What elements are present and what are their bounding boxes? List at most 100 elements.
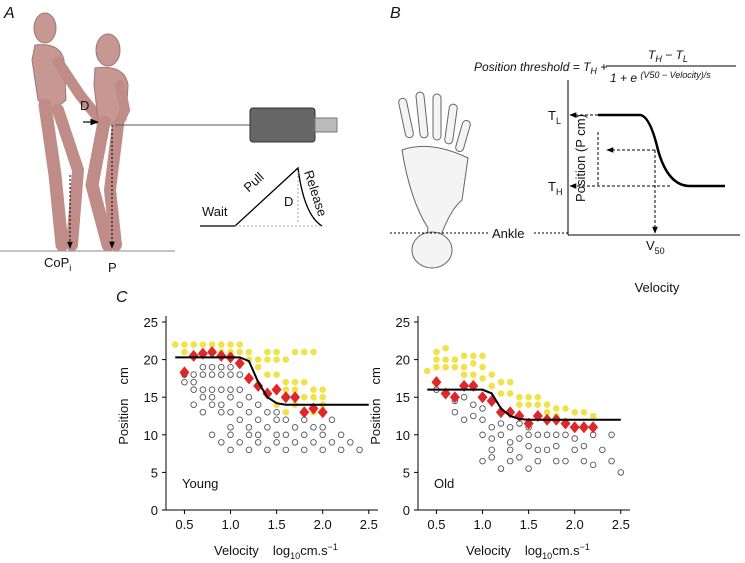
open-point (245, 393, 253, 401)
filled-point (254, 356, 262, 363)
x-tick-label: 2.0 (566, 517, 584, 532)
open-point (470, 412, 477, 420)
open-point (525, 431, 532, 439)
open-point (356, 446, 363, 454)
filled-point (245, 348, 253, 356)
v50-label: V50 (646, 238, 665, 256)
open-point (218, 439, 225, 446)
x-unit-sup: −1 (328, 542, 338, 552)
open-point (516, 454, 523, 461)
filled-point (273, 356, 280, 363)
y-tick-label: 0 (403, 503, 410, 518)
diamond-point (271, 383, 282, 396)
open-point (227, 363, 234, 371)
x-unit-sub: 10 (542, 551, 552, 561)
x-label-text: Velocity (466, 543, 511, 558)
diamond-point (179, 366, 190, 379)
open-point (337, 446, 345, 454)
open-point (254, 416, 262, 424)
filled-point (516, 393, 523, 401)
open-point (347, 439, 354, 446)
open-point (245, 424, 253, 431)
filled-point (451, 356, 459, 363)
filled-point (534, 393, 542, 401)
open-point (273, 439, 280, 446)
open-point (617, 469, 625, 476)
y-tick-label: 5 (151, 465, 158, 480)
filled-point (516, 401, 523, 409)
open-point (190, 386, 197, 393)
t-sub: H (556, 187, 563, 197)
open-point (190, 378, 197, 386)
filled-point (488, 371, 496, 378)
diamond-point (234, 357, 245, 370)
open-point (227, 446, 234, 454)
open-point (319, 446, 326, 454)
open-point (218, 408, 225, 416)
open-point (254, 431, 262, 439)
open-point (245, 408, 253, 416)
open-point (208, 401, 216, 408)
diamond-point (207, 346, 218, 359)
filled-point (319, 386, 326, 393)
eq-text: 1 + e (610, 71, 640, 85)
open-point (497, 431, 505, 439)
filled-point (181, 348, 188, 356)
filled-point (470, 360, 477, 367)
y-tick-label: 5 (403, 465, 410, 480)
p-label: P (108, 260, 117, 275)
motor (249, 107, 316, 143)
x-unit-sub: 10 (290, 551, 300, 561)
cop-label: CoPi (44, 255, 71, 273)
fit-line (427, 388, 621, 421)
filled-point (300, 378, 308, 386)
filled-point (264, 348, 271, 356)
eq-sup: (V50 − Velocity)/s (640, 70, 711, 80)
open-point (571, 446, 578, 454)
open-point (236, 401, 243, 408)
open-point (543, 446, 551, 454)
open-point (273, 408, 280, 416)
filled-point (433, 348, 440, 356)
open-point (451, 408, 459, 416)
open-point (553, 457, 560, 465)
open-point (218, 363, 225, 371)
filled-point (300, 393, 308, 401)
open-point (227, 393, 234, 401)
open-point (236, 416, 243, 424)
y-label: Position (P cm) (573, 114, 588, 202)
filled-point (433, 356, 440, 363)
filled-point (310, 393, 317, 401)
open-point (208, 431, 216, 439)
x-tick-label: 2.5 (612, 517, 630, 532)
annotation: Young (182, 476, 218, 491)
wait-label: Wait (202, 204, 228, 219)
filled-point (282, 356, 290, 363)
panel-c: 0 5 10 15 20 25 0.5 1.0 1.5 2.0 2.5 Position cm Veloc… (116, 315, 630, 561)
diamond-point (578, 421, 589, 434)
open-point (245, 446, 253, 454)
filled-point (264, 356, 271, 363)
pull-phase-label: Pull (241, 169, 267, 195)
filled-point (534, 401, 542, 409)
open-point (319, 431, 326, 439)
open-point (479, 416, 486, 424)
v-sub: 50 (655, 246, 665, 256)
equation-numerator: TH − TL (648, 48, 688, 64)
open-point (218, 386, 225, 393)
open-point (199, 386, 207, 393)
open-point (190, 371, 197, 378)
diamond-point (299, 406, 310, 419)
diamond-point (317, 406, 328, 419)
t-sub: L (556, 116, 561, 126)
x-label-text: Velocity (214, 543, 259, 558)
open-point (488, 446, 495, 454)
open-point (553, 431, 560, 439)
open-point (470, 401, 477, 408)
open-point (337, 431, 345, 439)
filled-point (562, 405, 569, 412)
filled-point (218, 341, 225, 348)
open-point (589, 461, 597, 469)
